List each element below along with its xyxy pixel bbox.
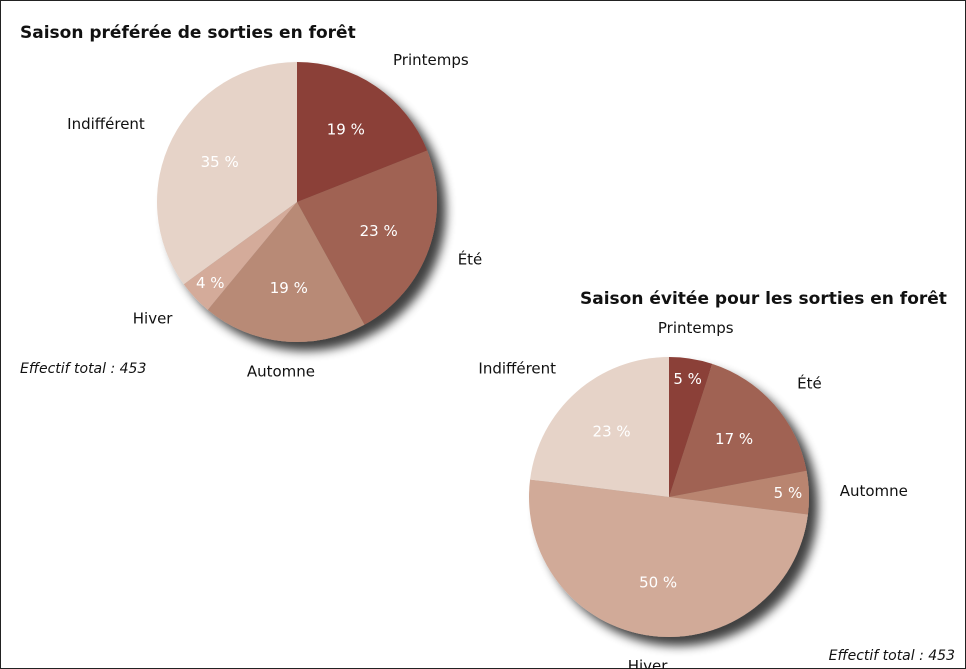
category-label: Automne xyxy=(840,482,908,500)
value-label: 19 % xyxy=(270,279,308,297)
value-label: 23 % xyxy=(593,422,631,440)
value-label: 50 % xyxy=(639,574,677,592)
value-label: 19 % xyxy=(327,121,365,139)
value-label: 23 % xyxy=(360,222,398,240)
pie-slice xyxy=(157,62,297,285)
value-label: 5 % xyxy=(673,370,702,388)
pie xyxy=(157,62,437,342)
category-label: Printemps xyxy=(393,51,469,69)
pie-slice xyxy=(530,357,669,497)
pie-slice xyxy=(297,150,437,325)
pie-slice xyxy=(207,202,365,342)
value-label: 5 % xyxy=(774,484,803,502)
category-label: Hiver xyxy=(628,657,669,669)
category-label: Été xyxy=(458,249,483,268)
annotation: Effectif total : 453 xyxy=(20,361,146,377)
category-label: Indifférent xyxy=(478,359,556,377)
category-label: Hiver xyxy=(133,309,174,327)
chart-title: Saison préférée de sorties en forêt xyxy=(20,23,356,43)
category-label: Printemps xyxy=(658,319,734,337)
pie-slice xyxy=(529,479,808,637)
category-label: Indifférent xyxy=(67,115,145,133)
pie-slice xyxy=(669,470,810,515)
pie-slice xyxy=(183,202,297,310)
chart-title: Saison évitée pour les sorties en forêt xyxy=(580,289,947,309)
category-label: Été xyxy=(797,374,822,393)
category-label: Automne xyxy=(247,363,315,381)
pie-slice xyxy=(669,357,713,497)
annotation: Effectif total : 453 xyxy=(829,648,955,664)
pie-slice xyxy=(297,62,428,202)
pie-slice xyxy=(669,363,807,497)
value-label: 4 % xyxy=(196,274,225,292)
pie xyxy=(529,357,810,637)
value-label: 35 % xyxy=(201,153,239,171)
value-label: 17 % xyxy=(715,430,753,448)
